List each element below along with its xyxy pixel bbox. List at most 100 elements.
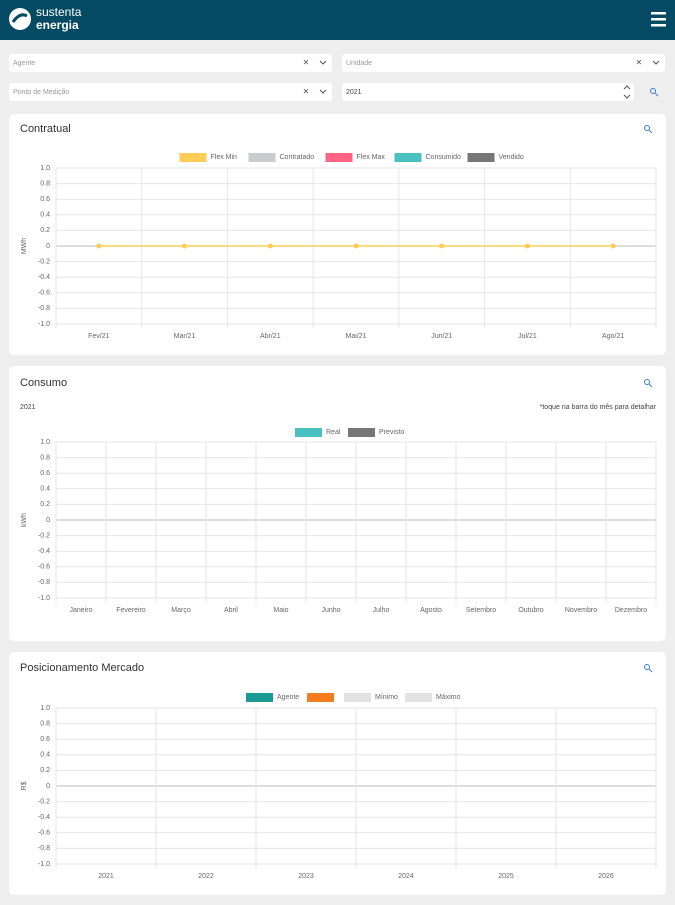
legend-swatch xyxy=(307,693,334,702)
x-tick-label: Maio xyxy=(273,607,288,614)
legend-swatch xyxy=(325,153,353,162)
x-tick-label: Jul/21 xyxy=(518,333,537,340)
y-tick-label: -0.2 xyxy=(38,798,50,805)
x-tick-label: Fevereiro xyxy=(116,607,146,614)
x-tick-label: Outubro xyxy=(518,607,543,614)
y-tick-label: -0.2 xyxy=(38,532,50,539)
y-tick-label: -0.4 xyxy=(38,548,50,555)
y-tick-label: 0.6 xyxy=(40,736,50,743)
y-tick-label: -0.4 xyxy=(38,274,50,281)
legend-label: Flex Max xyxy=(357,154,386,161)
ponto-select[interactable] xyxy=(9,83,332,101)
point xyxy=(96,243,102,249)
legend-label: Consumido xyxy=(426,154,462,161)
legend-label: Máximo xyxy=(436,694,461,701)
legend-label: Previsto xyxy=(379,429,404,436)
placeholder: Agente xyxy=(13,60,35,67)
legend-swatch xyxy=(246,693,273,702)
y-axis-label: MWh xyxy=(21,238,28,254)
x-tick-label: Setembro xyxy=(466,607,496,614)
chevron xyxy=(319,60,327,65)
search-button[interactable] xyxy=(644,379,653,388)
y-tick-label: 0.8 xyxy=(40,454,50,461)
x-tick-label: Julho xyxy=(373,607,390,614)
legend-swatch xyxy=(295,428,322,437)
y-tick-label: -0.2 xyxy=(38,258,50,265)
x-tick-label: 2026 xyxy=(598,873,614,880)
y-axis-label: kWh xyxy=(21,513,28,527)
x-tick-label: Agosto xyxy=(420,607,442,614)
header xyxy=(0,0,675,40)
legend-swatch xyxy=(248,153,276,162)
legend-label: Agente xyxy=(277,694,299,701)
search-button[interactable] xyxy=(650,88,659,97)
panel xyxy=(9,366,666,641)
legend-swatch xyxy=(467,153,495,162)
y-tick-label: 1.0 xyxy=(40,705,50,712)
x-tick-label: 2023 xyxy=(298,873,314,880)
clear-icon[interactable]: × xyxy=(303,58,309,69)
x-tick-label: Novembro xyxy=(565,607,597,614)
panel-title: Contratual xyxy=(20,123,71,135)
x-tick-label: Março xyxy=(171,607,191,614)
x-tick-label: Mai/21 xyxy=(345,333,366,340)
y-tick-label: 0.2 xyxy=(40,227,50,234)
panel-title: Consumo xyxy=(20,377,67,389)
y-tick-label: 0.4 xyxy=(40,212,50,219)
note: *toque na barra do mês para detalhar xyxy=(540,404,657,411)
legend-label: Vendido xyxy=(499,154,524,161)
clear-icon[interactable]: × xyxy=(636,58,642,69)
y-tick-label: -1.0 xyxy=(38,321,50,328)
y-tick-label: -0.8 xyxy=(38,305,50,312)
spinner[interactable] xyxy=(623,85,631,99)
legend-label: Mínimo xyxy=(375,694,398,701)
y-tick-label: 0.4 xyxy=(40,752,50,759)
y-tick-label: 1.0 xyxy=(40,165,50,172)
x-tick-label: Abril xyxy=(224,607,238,614)
x-tick-label: 2025 xyxy=(498,873,514,880)
placeholder: Ponto de Medição xyxy=(13,89,70,96)
y-tick-label: -1.0 xyxy=(38,595,50,602)
y-tick-label: 0.8 xyxy=(40,720,50,727)
point xyxy=(524,243,530,249)
x-tick-label: 2021 xyxy=(98,873,114,880)
legend-label: Contratado xyxy=(280,154,315,161)
panel-title: Posicionamento Mercado xyxy=(20,662,144,674)
menu-button[interactable] xyxy=(651,12,666,27)
panel xyxy=(9,652,666,895)
legend-swatch xyxy=(394,153,422,162)
x-tick-label: 2024 xyxy=(398,873,414,880)
logo xyxy=(9,8,31,30)
point xyxy=(182,243,188,249)
legend-swatch xyxy=(405,693,432,702)
point xyxy=(439,243,445,249)
y-axis-label: R$ xyxy=(21,781,28,790)
y-tick-label: 0.8 xyxy=(40,180,50,187)
search-button[interactable] xyxy=(644,664,653,673)
panel xyxy=(9,114,666,355)
x-tick-label: Abr/21 xyxy=(260,333,281,340)
y-tick-label: -0.8 xyxy=(38,845,50,852)
x-tick-label: Fev/21 xyxy=(88,333,110,340)
y-tick-label: 0 xyxy=(46,517,50,524)
x-tick-label: Mar/21 xyxy=(174,333,196,340)
legend-label: Flex Min xyxy=(211,154,238,161)
ano-input[interactable] xyxy=(342,83,634,101)
x-tick-label: Jun/21 xyxy=(431,333,452,340)
y-tick-label: 0 xyxy=(46,243,50,250)
y-tick-label: 0.2 xyxy=(40,767,50,774)
x-tick-label: 2022 xyxy=(198,873,214,880)
search-button[interactable] xyxy=(644,125,653,134)
y-tick-label: 0.6 xyxy=(40,470,50,477)
y-tick-label: -0.6 xyxy=(38,830,50,837)
y-tick-label: -0.6 xyxy=(38,290,50,297)
chevron xyxy=(652,60,660,65)
legend-swatch xyxy=(344,693,371,702)
unidade-select[interactable] xyxy=(342,54,665,72)
agente-select[interactable] xyxy=(9,54,332,72)
legend-swatch xyxy=(179,153,207,162)
clear-icon[interactable]: × xyxy=(303,87,309,98)
legend-swatch xyxy=(348,428,375,437)
